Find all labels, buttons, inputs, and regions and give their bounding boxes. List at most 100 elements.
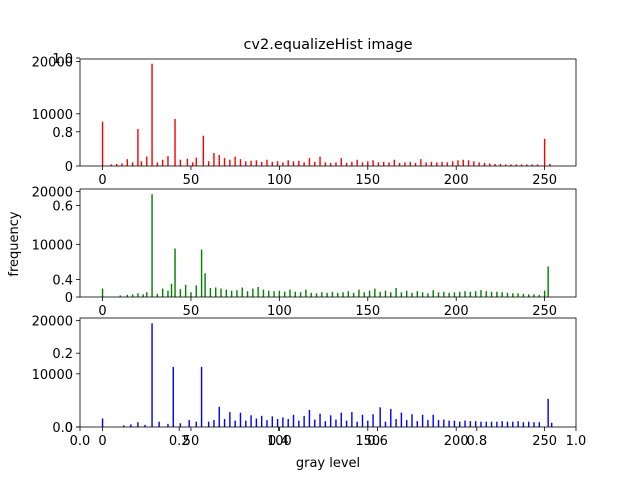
histogram-bar <box>522 293 525 297</box>
bg-y-tick-label: 0.0 <box>52 421 73 436</box>
histogram-bar <box>262 289 265 297</box>
x-tick-label: 0 <box>98 173 106 188</box>
histogram-bar <box>223 419 226 427</box>
histogram-bar <box>303 162 305 166</box>
histogram-bar <box>490 421 493 427</box>
histogram-bar <box>547 398 549 427</box>
histogram-bar <box>250 415 252 427</box>
histogram-bar <box>283 291 286 297</box>
x-tick-label: 150 <box>355 434 380 449</box>
histogram-bar <box>398 162 401 166</box>
panel-blue: 0 50 100 150 200 250 0 10000 20000 <box>32 315 577 449</box>
histogram-bar <box>179 423 182 427</box>
x-tick-label: 50 <box>183 434 200 449</box>
background-axes: 0.0 0.2 0.4 0.6 0.8 1.0 0.0 0.2 0.4 0.6 0.8 1.0 <box>52 52 586 449</box>
histogram-bar <box>271 161 274 166</box>
histogram-bar <box>416 421 419 427</box>
histogram-bar <box>209 288 212 297</box>
histogram-bar <box>405 290 408 297</box>
histogram-bar <box>501 292 503 297</box>
histogram-bar <box>250 160 252 166</box>
histogram-bar <box>314 161 316 166</box>
histogram-bar <box>356 421 358 427</box>
histogram-bar <box>335 419 337 427</box>
histogram-bar <box>294 291 296 297</box>
histogram-bar <box>522 422 525 427</box>
histogram-bar <box>161 288 164 297</box>
histogram-bar <box>384 290 387 297</box>
histogram-bar <box>473 161 475 166</box>
histogram-bar <box>123 425 125 427</box>
histogram-bar <box>494 163 496 166</box>
histogram-bar <box>268 290 270 297</box>
histogram-bar <box>260 161 263 166</box>
histogram-bar <box>533 422 535 427</box>
x-tick-label: 250 <box>532 173 557 188</box>
histogram-bar <box>239 412 242 427</box>
histogram-bar <box>416 291 419 297</box>
x-tick-label: 150 <box>355 304 380 319</box>
histogram-bar <box>225 289 228 297</box>
y-tick-label: 20000 <box>32 56 73 71</box>
histogram-bar <box>347 291 350 297</box>
histogram-bar <box>266 159 268 166</box>
x-tick-label: 0 <box>98 304 106 319</box>
histogram-bar <box>271 416 274 427</box>
histogram-bar <box>151 323 153 427</box>
histogram-bar <box>543 290 546 297</box>
histogram-bar <box>451 161 454 166</box>
histogram-bar <box>382 161 385 166</box>
histogram-bar <box>453 292 456 297</box>
y-tick-label: 0 <box>65 291 73 306</box>
x-tick-label: 100 <box>267 173 292 188</box>
panel-background <box>80 318 576 427</box>
histogram-bar <box>218 406 220 427</box>
histogram-bar <box>520 164 523 166</box>
histogram-bar <box>215 287 217 297</box>
histogram-bar <box>195 157 197 166</box>
histogram-bar <box>236 290 238 297</box>
histogram-bar <box>414 162 417 166</box>
histogram-bar <box>485 421 487 427</box>
histogram-bar <box>200 366 203 427</box>
histogram-bar <box>229 412 231 427</box>
histogram-bar <box>298 420 300 427</box>
histogram-bar <box>314 419 316 427</box>
histogram-bar <box>464 420 466 427</box>
histogram-bar <box>379 407 381 427</box>
histogram-bar <box>478 162 480 166</box>
histogram-bar <box>245 420 247 427</box>
histogram-bar <box>400 412 403 427</box>
histogram-bar <box>517 421 519 427</box>
bg-x-tick-label: 0.4 <box>268 434 289 449</box>
histogram-bar <box>342 292 344 297</box>
histogram-bar <box>483 162 486 166</box>
histogram-bar <box>140 161 143 166</box>
histogram-bar <box>292 414 295 427</box>
histogram-bar <box>411 414 413 427</box>
histogram-bar <box>151 194 153 297</box>
x-tick-label: 0 <box>98 434 106 449</box>
histogram-bar <box>363 292 365 297</box>
histogram-bar <box>496 291 498 297</box>
histogram-bar <box>351 161 353 166</box>
histogram-bar <box>282 417 284 427</box>
bg-x-tick-label: 0.2 <box>169 434 190 449</box>
histogram-bar <box>388 162 390 166</box>
histogram-bar <box>340 412 342 427</box>
histogram-bar <box>379 291 381 297</box>
bg-y-tick-label: 0.8 <box>52 126 73 141</box>
histogram-bar <box>137 422 139 427</box>
histogram-bar <box>167 156 169 166</box>
histogram-bar <box>223 158 226 166</box>
bg-x-tick-label: 1.0 <box>566 434 587 449</box>
histogram-bar <box>372 160 374 166</box>
histogram-bar <box>126 159 129 166</box>
histogram-bar <box>121 163 123 166</box>
bg-y-tick-label: 0.6 <box>52 200 73 215</box>
histogram-bar <box>142 294 144 297</box>
x-tick-label: 50 <box>183 173 200 188</box>
histogram-bar <box>527 421 530 427</box>
bg-x-tick-label: 0.0 <box>70 434 91 449</box>
